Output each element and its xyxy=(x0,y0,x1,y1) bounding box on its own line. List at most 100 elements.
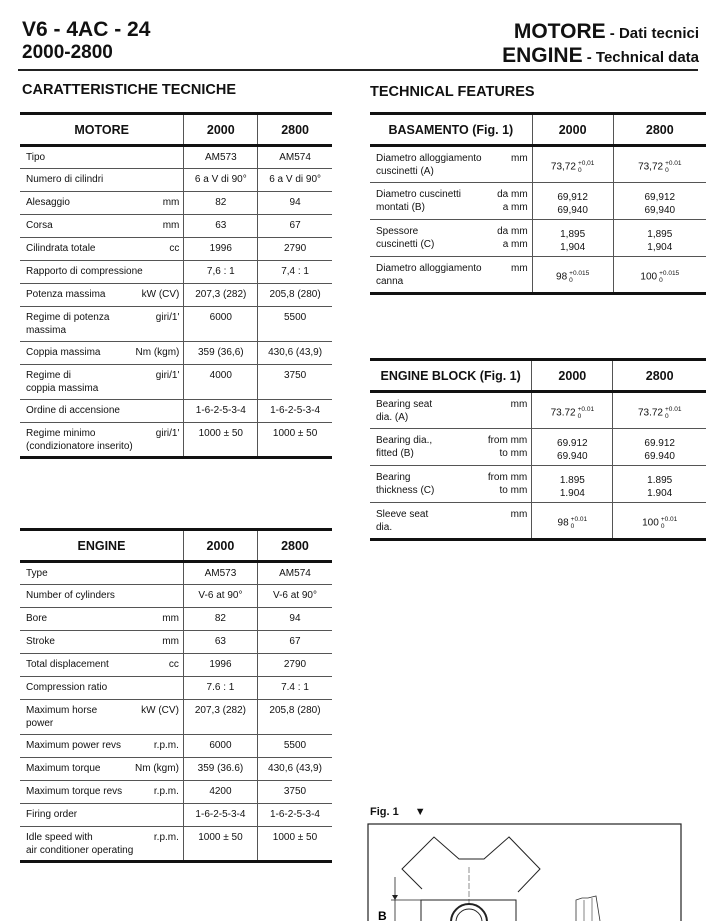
table-row: Bearing dia., fitted (B) from mm to mm 69.… xyxy=(370,428,706,466)
row-label: Regime minimo (condizionatore inserito) g… xyxy=(26,427,179,453)
table-row: Tipo AM573 AM574 xyxy=(20,145,332,169)
value-text: 1-6-2-5-3-4 xyxy=(270,405,321,416)
column-header-label: MOTORE xyxy=(20,112,184,147)
tolerance-upper: +0.01 xyxy=(664,406,682,413)
row-label-cell: Number of cylinders xyxy=(20,584,184,608)
value-2800: 1000 ± 50 xyxy=(257,422,332,459)
row-label-cell: Compression ratio xyxy=(20,676,184,700)
row-label: Maximum torque revs r.p.m. xyxy=(26,785,179,798)
row-label: Regime di potenza massima giri/1' xyxy=(26,311,179,337)
row-label: Firing order xyxy=(26,808,179,821)
column-header-label: BASAMENTO (Fig. 1) xyxy=(370,112,533,147)
label-text: Bearing seat dia. (A) xyxy=(376,399,433,423)
unit-text: Nm (kgm) xyxy=(135,347,180,358)
label-text: Idle speed with air conditioner operatin… xyxy=(26,832,134,856)
tolerance-lower: 0 xyxy=(569,277,573,284)
row-label-cell: Diametro alloggiamento cuscinetti (A) mm xyxy=(370,145,533,183)
value-2000: 98 +0.015 0 xyxy=(531,256,614,295)
row-label: Maximum torque Nm (kgm) xyxy=(26,762,179,775)
label-text: Firing order xyxy=(26,809,78,820)
label-text: Diametro alloggiamento canna xyxy=(376,263,482,287)
row-label-cell: Potenza massima kW (CV) xyxy=(20,283,184,307)
down-triangle-icon: ▼ xyxy=(414,806,426,818)
unit-text: giri/1' xyxy=(155,370,180,381)
value-text: 1996 xyxy=(209,659,232,670)
row-label-cell: Firing order xyxy=(20,803,184,827)
row-label: Tipo xyxy=(26,151,179,164)
table-row: Bearing seat dia. (A) mm 73.72 +0.01 0 73.72 +… xyxy=(370,391,706,429)
value-2000: 1000 ± 50 xyxy=(183,422,258,459)
value-2800: 5500 xyxy=(257,306,332,342)
label-text: Bearing thickness (C) xyxy=(376,472,435,496)
value-text: 7,6 : 1 xyxy=(206,266,235,277)
row-label: Compression ratio xyxy=(26,681,179,694)
header-row: BASAMENTO (Fig. 1) 2000 2800 xyxy=(370,112,706,147)
value-text: 2790 xyxy=(283,243,307,254)
value-text: AM574 xyxy=(279,152,311,163)
row-label: Alesaggio mm xyxy=(26,196,179,209)
label-text: Sleeve seat dia. xyxy=(376,509,429,533)
value-2000: 1-6-2-5-3-4 xyxy=(182,803,258,827)
column-header-2000: 2000 xyxy=(531,112,614,147)
value-2000: 82 xyxy=(182,607,258,631)
table-row: Stroke mm 63 67 xyxy=(20,630,332,654)
table-row: Corsa mm 63 67 xyxy=(20,214,332,238)
table-row: Maximum torque revs r.p.m. 4200 3750 xyxy=(20,780,332,804)
tolerance-lower: 0 xyxy=(659,277,663,284)
row-label-cell: Regime di potenza massima giri/1' xyxy=(20,306,184,342)
header-row: ENGINE 2000 2800 xyxy=(20,528,332,563)
figure-label-b: B xyxy=(378,909,387,921)
row-label: Rapporto di compressione xyxy=(26,265,179,278)
row-label: Corsa mm xyxy=(26,219,179,232)
label-text: Corsa xyxy=(26,220,53,231)
table-row: Firing order 1-6-2-5-3-4 1-6-2-5-3-4 xyxy=(20,803,332,827)
tolerance-upper: +0.015 xyxy=(659,270,680,277)
tolerance: +0.01 0 xyxy=(665,406,681,420)
value-text: 1996 xyxy=(209,243,232,254)
row-label: Type xyxy=(26,567,179,580)
tolerance-lower: 0 xyxy=(664,413,669,420)
table-row: Numero di cilindri 6 a V di 90° 6 a V di 9… xyxy=(20,168,332,192)
title-it-main: MOTORE xyxy=(513,20,606,43)
row-label: Maximum power revs r.p.m. xyxy=(26,739,179,752)
row-label: Regime di coppia massima giri/1' xyxy=(26,369,179,395)
value-text: 6000 xyxy=(209,312,232,323)
value-text: 1000 ± 50 xyxy=(272,832,318,843)
value-text: V-6 at 90° xyxy=(198,590,243,601)
value-text: 7.6 : 1 xyxy=(206,682,235,693)
table-row: Diametro alloggiamento canna mm 98 +0.015 0 1… xyxy=(370,256,706,295)
tolerance-lower: 0 xyxy=(570,523,575,530)
table-row: Maximum torque Nm (kgm) 359 (36.6) 430,6 (4… xyxy=(20,757,332,781)
row-label-cell: Regime di coppia massima giri/1' xyxy=(20,364,184,400)
row-label-cell: Bearing seat dia. (A) mm xyxy=(370,391,532,429)
value-2800: AM574 xyxy=(257,145,332,169)
row-label: Coppia massima Nm (kgm) xyxy=(26,346,179,359)
value-2800: 94 xyxy=(256,607,332,631)
value-text: 73,72 xyxy=(638,161,664,173)
value-text: 1-6-2-5-3-4 xyxy=(195,405,246,416)
table-row: Coppia massima Nm (kgm) 359 (36,6) 430,6 (4… xyxy=(20,341,332,365)
value-text: 1.895 1.904 xyxy=(559,474,585,499)
value-2000: 4200 xyxy=(182,780,258,804)
label-text: Tipo xyxy=(26,152,46,163)
label-text: Maximum torque xyxy=(26,763,101,774)
value-text: 1000 ± 50 xyxy=(272,428,318,439)
label-text: Spessore cuscinetti (C) xyxy=(376,226,435,250)
value-2000: 98 +0.01 0 xyxy=(531,502,613,541)
unit-text: da mm a mm xyxy=(497,226,528,250)
unit-text: kW (CV) xyxy=(141,289,180,300)
value-2800: 1-6-2-5-3-4 xyxy=(256,803,332,827)
value-2800: 1.895 1.904 xyxy=(612,465,706,503)
unit-text: r.p.m. xyxy=(153,740,179,751)
value-2000: 69,912 69,940 xyxy=(531,182,614,220)
column-header-label: ENGINE xyxy=(20,528,184,563)
value-text: 98 xyxy=(557,517,569,529)
row-label: Potenza massima kW (CV) xyxy=(26,288,179,301)
tolerance: +0,01 0 xyxy=(578,160,594,174)
tolerance-upper: +0.01 xyxy=(577,406,595,413)
value-text: 207,3 (282) xyxy=(195,289,247,300)
label-text: Diametro alloggiamento cuscinetti (A) xyxy=(376,153,482,177)
value-2000: 63 xyxy=(183,214,258,238)
value-2000: 1-6-2-5-3-4 xyxy=(183,399,258,423)
value-text: 5500 xyxy=(283,312,307,323)
